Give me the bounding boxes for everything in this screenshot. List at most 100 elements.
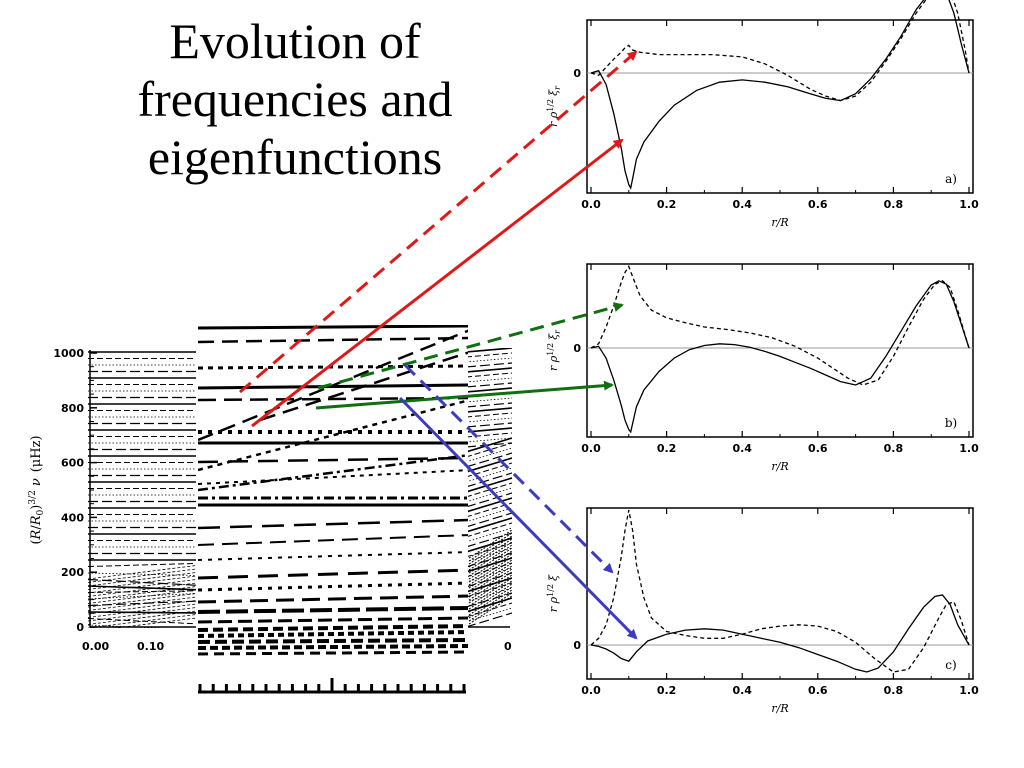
freq-line [468, 357, 512, 363]
freq-ylabel-R0: R [29, 515, 44, 526]
freq-line [468, 544, 512, 575]
eigen-curve-dashed [590, 509, 970, 673]
freq-line [468, 397, 512, 403]
panel-ytick-zero: 0 [573, 342, 581, 355]
zoom-freq-line [198, 581, 468, 592]
zoom-freq-line [259, 351, 468, 422]
title-line-3: eigenfunctions [147, 129, 443, 185]
panel-xtick-label: 0.8 [884, 684, 904, 697]
panel-ytick-zero: 0 [573, 67, 581, 80]
eigen-curve-solid [590, 0, 970, 190]
freq-line [468, 595, 512, 626]
freq-ylabel-R: R [29, 529, 44, 540]
zoom-freq-line [198, 336, 468, 344]
panel-xtick-label: 0.8 [884, 198, 904, 211]
freq-xtick-1: 0.10 [137, 640, 164, 653]
panel-ylabel: r ρ1/2ξ [546, 574, 560, 612]
zoom-freq-line [198, 616, 468, 624]
zoom-freq-line [198, 329, 468, 442]
eigenfunction-panel-a: 0 0.0 0.2 0.4 0.6 0.8 1.0 r/R a) r ρ1/2ξr [546, 0, 979, 229]
panel-xtick-label: 0.2 [657, 684, 677, 697]
panel-ylabel: r ρ1/2ξr [546, 329, 562, 371]
eigen-curve-dashed [590, 0, 970, 102]
panel-xtick-label: 0.6 [808, 198, 828, 211]
freq-line [468, 607, 512, 622]
zoom-freq-line [198, 594, 468, 604]
freq-line [88, 589, 196, 604]
freq-line [88, 565, 196, 580]
freq-line [468, 422, 512, 428]
freq-line [88, 572, 196, 576]
zoom-freq-line [198, 644, 468, 650]
freq-line [468, 487, 512, 502]
freq-line [468, 587, 512, 602]
freq-ytick-label: 400 [61, 511, 84, 524]
freq-line [468, 512, 512, 528]
freq-line [468, 437, 512, 443]
slide-title: Evolution of frequencies and eigenfuncti… [60, 12, 530, 186]
panel-xtick-label: 0.0 [581, 198, 601, 211]
panel-xtick-label: 0.4 [732, 684, 752, 697]
blue-solid-arrow [398, 396, 638, 640]
freq-line [468, 492, 512, 508]
freq-line [468, 541, 512, 572]
zoom-freq-line [198, 399, 468, 472]
freq-line [468, 387, 512, 393]
freq-ytick-label: 0 [76, 621, 84, 634]
freq-line [468, 582, 512, 597]
freq-line [468, 557, 512, 573]
freq-line [468, 437, 512, 453]
freq-line [88, 572, 196, 587]
connection-arrows [239, 50, 638, 640]
zoom-freq-line [198, 453, 468, 492]
freq-line [468, 586, 512, 617]
freq-line [468, 477, 512, 493]
freq-line [468, 352, 512, 358]
panel-xtick-label: 1.0 [959, 684, 979, 697]
freq-line [468, 527, 512, 542]
panel-xtick-label: 1.0 [959, 442, 979, 455]
panel-xtick-label: 0.4 [732, 442, 752, 455]
freq-line [468, 547, 512, 578]
freq-line [468, 612, 512, 628]
freq-line [468, 580, 512, 611]
freq-line [88, 562, 196, 567]
panel-xtick-label: 0.2 [657, 198, 677, 211]
green-solid-arrow [315, 380, 614, 410]
zoom-freq-line [198, 534, 468, 546]
freq-ylabel-open: ( [29, 539, 44, 544]
freq-line [468, 597, 512, 613]
panel-xtick-label: 0.2 [657, 442, 677, 455]
freq-line [468, 529, 512, 560]
freq-line [468, 382, 512, 388]
panel-xlabel: r/R [771, 460, 788, 473]
freq-line [468, 559, 512, 590]
panel-frame [586, 19, 974, 194]
freq-line [468, 497, 512, 513]
zoom-freq-line [198, 456, 468, 464]
freq-line [468, 467, 512, 482]
freq-line [88, 579, 196, 594]
zoom-freq-line [198, 551, 468, 561]
freq-line [468, 427, 512, 433]
freq-line [88, 610, 196, 625]
freq-line [88, 568, 196, 583]
freq-line [468, 592, 512, 623]
frequency-lines-zoom [198, 325, 468, 656]
freq-line [468, 457, 512, 473]
freq-line [468, 535, 512, 566]
freq-line [468, 556, 512, 587]
eigen-curve-solid [590, 594, 970, 673]
freq-line [88, 600, 196, 615]
zoom-ruler-ticks [198, 678, 466, 692]
freq-line [88, 575, 196, 590]
freq-line [468, 552, 512, 568]
freq-y-label: (R/R0)3/2ν(μHz) [28, 435, 46, 544]
panel-frame [586, 507, 974, 680]
eigenfunction-panel-b: 0 0.0 0.2 0.4 0.6 0.8 1.0 r/R b) r ρ1/2ξr [546, 263, 979, 473]
freq-line [468, 574, 512, 605]
freq-line [88, 607, 196, 622]
blue-dashed-arrow [403, 363, 614, 574]
